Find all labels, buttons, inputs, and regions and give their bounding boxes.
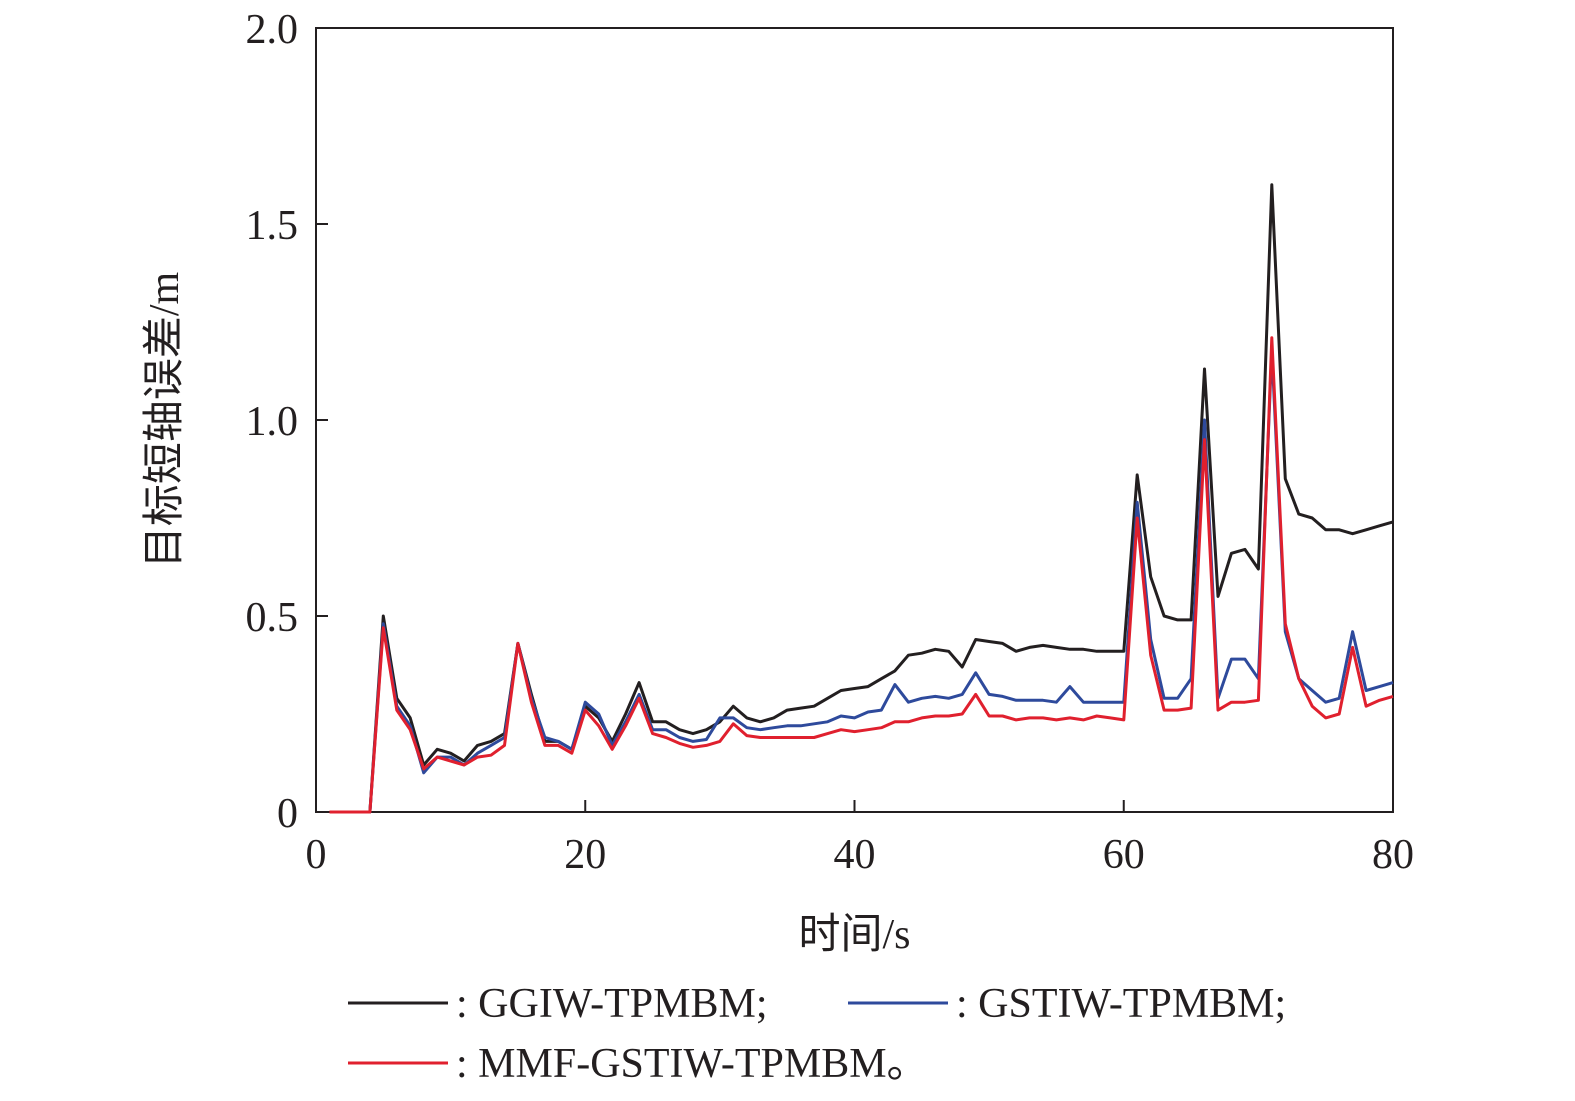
y-axis-title: 目标短轴误差/m: [142, 272, 188, 569]
y-tick-label: 2.0: [246, 7, 299, 53]
legend-label-2: : GSTIW-TPMBM;: [956, 981, 1286, 1027]
series-lines: [329, 183, 1394, 814]
x-tick-label: 60: [1103, 832, 1145, 878]
y-tick-label: 0: [277, 791, 298, 837]
y-axis-ticks: 0 0.5 1.0 1.5 2.0: [246, 7, 328, 837]
x-axis-ticks: 0 20 40 60 80: [306, 800, 1414, 878]
x-tick-label: 40: [834, 832, 876, 878]
x-axis-title: 时间/s: [798, 912, 910, 958]
x-tick-label: 0: [306, 832, 327, 878]
y-tick-label: 0.5: [246, 595, 299, 641]
y-tick-label: 1.5: [246, 203, 299, 249]
series-line-3: [329, 336, 1394, 814]
y-tick-label: 1.0: [246, 399, 299, 445]
x-tick-label: 20: [564, 832, 606, 878]
legend-label-1: : GGIW-TPMBM;: [456, 981, 768, 1027]
series-line-1: [329, 183, 1394, 814]
legend-label-3: : MMF-GSTIW-TPMBM。: [456, 1041, 929, 1087]
legend: : GGIW-TPMBM; : GSTIW-TPMBM; : MMF-GSTIW-T…: [348, 981, 1286, 1087]
plot-frame: [315, 27, 1394, 813]
x-tick-label: 80: [1372, 832, 1414, 878]
